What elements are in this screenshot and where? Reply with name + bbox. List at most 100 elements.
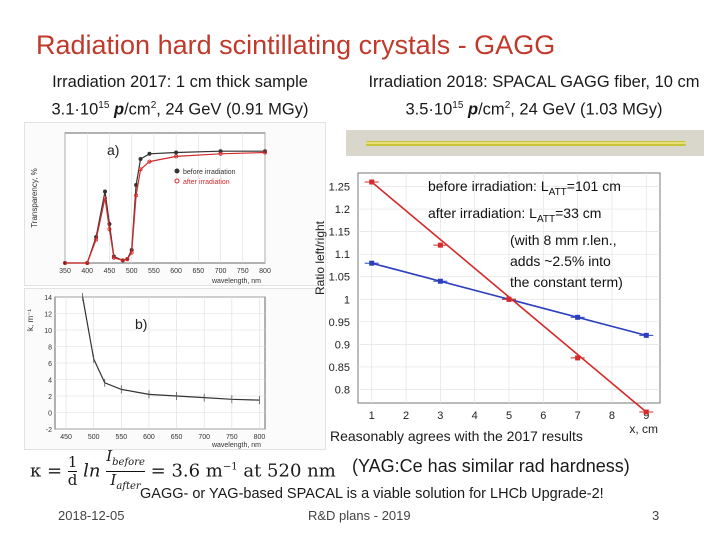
data-point-a xyxy=(63,260,68,265)
ratio-legend-text: before irradiation: LATT=101 cm after ir… xyxy=(428,176,658,293)
data-point-a xyxy=(103,189,108,194)
left-heading: Irradiation 2017: 1 cm thick sample 3.1·… xyxy=(30,70,330,122)
left-heading-line2: 3.1·1015 p/cm2, 24 GeV (0.91 MGy) xyxy=(51,100,309,119)
conclusion-text: GAGG- or YAG-based SPACAL is a viable so… xyxy=(140,486,604,502)
x-tick-label-b: 700 xyxy=(198,434,210,441)
data-point-a xyxy=(138,157,143,162)
y-tick-label-b: 14 xyxy=(44,295,52,302)
y-tick-label-b: 4 xyxy=(48,378,52,385)
x-tick-label-a: 350 xyxy=(59,268,71,275)
x-tick-label-c: 4 xyxy=(472,410,478,422)
y-tick-label-c: 0.95 xyxy=(329,317,350,329)
y-tick-label-b: -2 xyxy=(46,427,52,434)
absorption-chart: -2 0 2 4 6 8 10 12 14 450 500 550 600 650 700 750 800 k, … xyxy=(24,288,326,450)
x-tick-label-c: 2 xyxy=(403,410,409,422)
data-point-a xyxy=(103,196,108,201)
legend-after: after irradiation: LATT=33 cm xyxy=(428,204,602,225)
data-point-a xyxy=(120,258,125,263)
y-tick-label-c: 0.85 xyxy=(329,362,350,374)
x-tick-label-a: 800 xyxy=(259,268,271,275)
legend-label-a: after irradiation xyxy=(183,179,230,186)
agreement-text: Reasonably agrees with the 2017 results xyxy=(330,428,583,444)
y-tick-label-c: 0.9 xyxy=(335,339,350,351)
y-tick-label-b: 8 xyxy=(48,345,52,352)
right-heading-line2: 3.5·1015 p/cm2, 24 GeV (1.03 MGy) xyxy=(405,100,663,119)
y-tick-label-c: 1.2 xyxy=(335,204,350,216)
x-tick-label-c: 1 xyxy=(369,410,375,422)
x-tick-label-b: 500 xyxy=(88,434,100,441)
x-tick-label-a: 600 xyxy=(170,268,182,275)
y-tick-label-c: 1.1 xyxy=(335,249,350,261)
ratio-chart: 0.8 0.85 0.9 0.95 1 1.05 1.1 1.15 1.2 1.25 1 2 3 4 5 6 7… xyxy=(313,172,661,436)
x-tick-label-b: 650 xyxy=(171,434,183,441)
legend-marker-a xyxy=(174,178,180,184)
y-tick-label-c: 1.15 xyxy=(329,227,350,239)
legend-note-3: the constant term) xyxy=(510,273,623,290)
data-point-a xyxy=(218,151,223,156)
y-tick-label-c: 1 xyxy=(344,294,350,306)
data-point-a xyxy=(147,159,152,164)
panel-label-b: b) xyxy=(135,316,147,332)
x-tick-label-c: 6 xyxy=(540,410,546,422)
yag-note: (YAG:Ce has similar rad hardness) xyxy=(352,456,630,476)
x-tick-label-a: 750 xyxy=(237,268,249,275)
fiber-photo xyxy=(346,130,704,156)
x-tick-label-b: 800 xyxy=(254,434,266,441)
footer-date: 2018-12-05 xyxy=(58,508,125,523)
y-tick-label-b: 12 xyxy=(44,312,52,319)
y-tick-label-c: 1.25 xyxy=(329,182,350,194)
y-tick-label-c: 0.8 xyxy=(335,384,350,396)
y-axis-label-a: Transparency, % xyxy=(30,168,39,228)
footer-center: R&D plans - 2019 xyxy=(308,508,411,523)
x-tick-label-b: 750 xyxy=(226,434,238,441)
y-tick-label-b: 10 xyxy=(44,328,52,335)
data-point-a xyxy=(85,260,90,265)
data-point-a xyxy=(262,150,267,155)
x-tick-label-c: 9 xyxy=(643,410,649,422)
x-axis-label-b: wavelength, nm xyxy=(211,442,261,449)
page-number: 3 xyxy=(652,508,660,523)
data-point-a xyxy=(138,167,143,172)
panel-label-a: a) xyxy=(107,142,119,158)
x-tick-label-a: 700 xyxy=(215,268,227,275)
series-line-a xyxy=(65,151,266,264)
y-tick-label-b: 0 xyxy=(48,411,52,418)
legend-note-2: adds ~2.5% into xyxy=(510,252,611,269)
x-tick-label-a: 450 xyxy=(104,268,116,275)
y-axis-label-c: Ratio left/right xyxy=(313,220,327,295)
x-tick-label-b: 600 xyxy=(143,434,155,441)
right-heading-line1: Irradiation 2018: SPACAL GAGG fiber, 10 … xyxy=(368,73,700,91)
x-tick-label-c: 8 xyxy=(609,410,615,422)
x-tick-label-c: 5 xyxy=(506,410,512,422)
plot-frame-a xyxy=(64,132,266,264)
x-tick-label-a: 400 xyxy=(81,268,93,275)
right-heading: Irradiation 2018: SPACAL GAGG fiber, 10 … xyxy=(348,70,720,122)
slide-title: Radiation hard scintillating crystals - … xyxy=(36,30,556,60)
y-tick-label-b: 2 xyxy=(48,394,52,401)
data-point-a xyxy=(94,237,99,242)
y-tick-label-b: 6 xyxy=(48,361,52,368)
data-point-a xyxy=(174,150,179,155)
x-tick-label-a: 550 xyxy=(148,268,160,275)
legend-label-a: before irradiation xyxy=(183,169,236,176)
x-axis-label-a: wavelength, nm xyxy=(211,278,261,285)
x-tick-label-a: 650 xyxy=(192,268,204,275)
legend-note-1: (with 8 mm r.len., xyxy=(510,231,617,248)
y-tick-label-c: 1.05 xyxy=(329,272,350,284)
data-point-a xyxy=(129,250,134,255)
legend-before: before irradiation: LATT=101 cm xyxy=(428,178,621,198)
kappa-formula: κ = 1 d ln Ibefore Iafter = 3.6 m−1 at 5… xyxy=(30,447,336,493)
y-axis-label-b: k, m⁻¹ xyxy=(26,309,35,331)
x-tick-label-c: 3 xyxy=(437,410,443,422)
data-point-a xyxy=(174,154,179,159)
x-tick-label-a: 500 xyxy=(126,268,138,275)
data-point-a xyxy=(134,193,139,198)
x-axis-label-c: x, cm xyxy=(629,422,658,436)
x-tick-label-c: 7 xyxy=(575,410,581,422)
data-point-a xyxy=(125,257,130,262)
legend-marker-a xyxy=(174,168,180,174)
data-point-a xyxy=(111,255,116,260)
data-point-a xyxy=(107,227,112,232)
transparency-chart: 350 400 450 500 550 600 650 700 750 800 Transparen… xyxy=(24,122,326,286)
data-point-a xyxy=(147,151,152,156)
